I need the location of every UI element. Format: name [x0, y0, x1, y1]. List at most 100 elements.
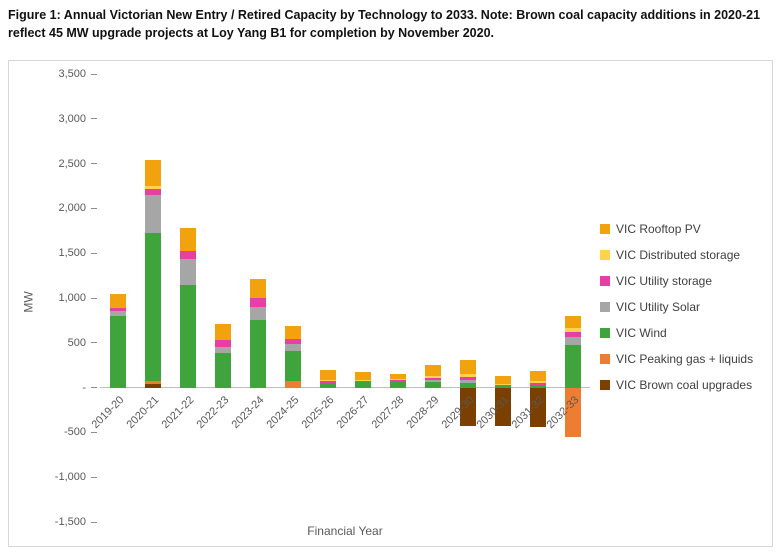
y-tick-mark — [91, 163, 97, 165]
legend-item: VIC Wind — [600, 326, 667, 340]
legend-item: VIC Brown coal upgrades — [600, 378, 752, 392]
bar-segment — [564, 344, 581, 388]
legend-swatch — [600, 380, 610, 390]
bar-segment — [424, 380, 441, 383]
bar-segment — [179, 250, 196, 260]
bar-segment — [249, 306, 266, 321]
y-tick-label: - — [82, 381, 86, 394]
figure-title: Figure 1: Annual Victorian New Entry / R… — [8, 8, 761, 41]
bar-segment — [319, 379, 336, 381]
bar-segment — [109, 307, 126, 311]
legend-item: VIC Utility Solar — [600, 300, 700, 314]
bar-segment — [284, 350, 301, 382]
bar-segment — [494, 385, 511, 388]
bar-segment — [144, 194, 161, 234]
legend-label: VIC Brown coal upgrades — [616, 378, 753, 392]
bar-segment — [564, 387, 581, 437]
y-tick-mark — [91, 207, 97, 209]
bar-segment — [354, 382, 371, 388]
legend-label: VIC Rooftop PV — [616, 222, 701, 236]
bar-segment — [249, 298, 266, 307]
bar-segment — [424, 382, 441, 388]
bar-segment — [354, 380, 371, 383]
bar-segment — [529, 380, 546, 383]
bar-segment — [424, 375, 441, 378]
bar-segment — [459, 380, 476, 384]
legend-label: VIC Peaking gas + liquids — [616, 352, 754, 366]
y-tick-mark — [91, 342, 97, 344]
bar-segment — [564, 332, 581, 338]
bar-segment — [144, 380, 161, 384]
y-tick-mark — [91, 297, 97, 299]
zero-axis-line — [100, 387, 590, 389]
bar-segment — [389, 373, 406, 380]
bar-segment — [459, 376, 476, 381]
y-tick-label: 500 — [67, 336, 86, 349]
legend-item: VIC Peaking gas + liquids — [600, 352, 753, 366]
bar-segment — [319, 383, 336, 388]
bar-segment — [564, 315, 581, 329]
y-tick-label: 3,500 — [58, 68, 86, 80]
y-tick-label: -1,500 — [54, 516, 86, 528]
bar-segment — [109, 310, 126, 316]
bar-segment — [144, 185, 161, 190]
y-axis-title: MW — [21, 291, 36, 313]
legend-swatch — [600, 354, 610, 364]
bar-segment — [459, 383, 476, 388]
y-tick-mark — [91, 521, 97, 523]
legend-item: VIC Utility storage — [600, 274, 712, 288]
bar-segment — [459, 359, 476, 375]
legend-swatch — [600, 276, 610, 286]
bar-segment — [214, 340, 231, 348]
legend-label: VIC Wind — [616, 326, 667, 340]
bar-segment — [249, 279, 266, 298]
legend-item: VIC Rooftop PV — [600, 222, 701, 236]
bar-segment — [494, 375, 511, 384]
bar-segment — [144, 233, 161, 381]
legend-swatch — [600, 224, 610, 234]
chart-plot-border — [8, 60, 773, 547]
bar-segment — [284, 339, 301, 344]
bar-segment — [564, 328, 581, 333]
y-tick-mark — [91, 387, 97, 389]
bar-segment — [109, 315, 126, 388]
bar-segment — [459, 374, 476, 377]
y-tick-mark — [91, 476, 97, 478]
bar-segment — [109, 293, 126, 308]
bar-segment — [144, 383, 161, 388]
y-tick-label: 1,500 — [58, 247, 86, 260]
bar-segment — [284, 343, 301, 351]
bar-segment — [214, 347, 231, 353]
bar-segment — [319, 380, 336, 384]
x-axis-title: Financial Year — [307, 524, 383, 538]
bar-segment — [179, 228, 196, 251]
bar-segment — [354, 379, 371, 381]
y-tick-mark — [91, 118, 97, 120]
bar-segment — [284, 381, 301, 388]
bar-segment — [214, 323, 231, 341]
bar-segment — [389, 379, 406, 382]
legend-item: VIC Distributed storage — [600, 248, 740, 262]
y-tick-mark — [91, 73, 97, 75]
bar-segment — [249, 320, 266, 388]
bar-segment — [529, 387, 546, 428]
bar-segment — [529, 384, 546, 388]
bar-segment — [389, 381, 406, 388]
y-tick-mark — [91, 252, 97, 254]
bar-segment — [529, 371, 546, 381]
legend-swatch — [600, 302, 610, 312]
bar-segment — [389, 379, 406, 381]
y-tick-label: 3,000 — [58, 112, 86, 125]
bar-segment — [354, 372, 371, 380]
bar-segment — [494, 387, 511, 427]
bar-segment — [424, 377, 441, 381]
bar-segment — [144, 159, 161, 186]
legend-label: VIC Distributed storage — [616, 248, 741, 262]
bar-segment — [424, 365, 441, 376]
bar-segment — [564, 337, 581, 345]
bar-segment — [179, 259, 196, 286]
bar-segment — [214, 352, 231, 388]
y-tick-label: 1,000 — [58, 292, 86, 304]
